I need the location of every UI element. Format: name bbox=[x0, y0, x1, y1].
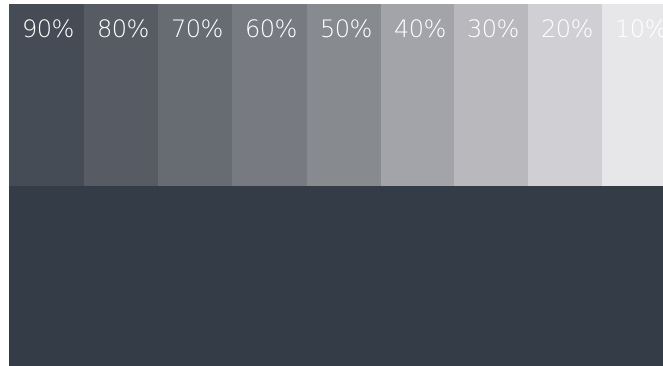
swatch-label: 10% bbox=[602, 15, 663, 43]
swatch-70: 70% bbox=[158, 4, 232, 186]
swatch-30: 30% bbox=[454, 4, 528, 186]
color-palette: 90% 80% 70% 60% 50% 40% 30% 20% 10% bbox=[9, 4, 663, 366]
swatch-20: 20% bbox=[528, 4, 602, 186]
swatch-90: 90% bbox=[9, 4, 84, 186]
base-color-block bbox=[9, 186, 663, 366]
swatch-label: 50% bbox=[307, 15, 381, 43]
tint-swatch-row: 90% 80% 70% 60% 50% 40% 30% 20% 10% bbox=[9, 4, 663, 186]
swatch-label: 80% bbox=[84, 15, 158, 43]
swatch-label: 90% bbox=[9, 15, 84, 43]
swatch-label: 30% bbox=[454, 15, 528, 43]
swatch-label: 40% bbox=[381, 15, 454, 43]
swatch-40: 40% bbox=[381, 4, 454, 186]
swatch-10: 10% bbox=[602, 4, 663, 186]
swatch-80: 80% bbox=[84, 4, 158, 186]
swatch-label: 70% bbox=[158, 15, 232, 43]
swatch-50: 50% bbox=[307, 4, 381, 186]
swatch-60: 60% bbox=[232, 4, 307, 186]
swatch-label: 20% bbox=[528, 15, 602, 43]
swatch-label: 60% bbox=[232, 15, 307, 43]
